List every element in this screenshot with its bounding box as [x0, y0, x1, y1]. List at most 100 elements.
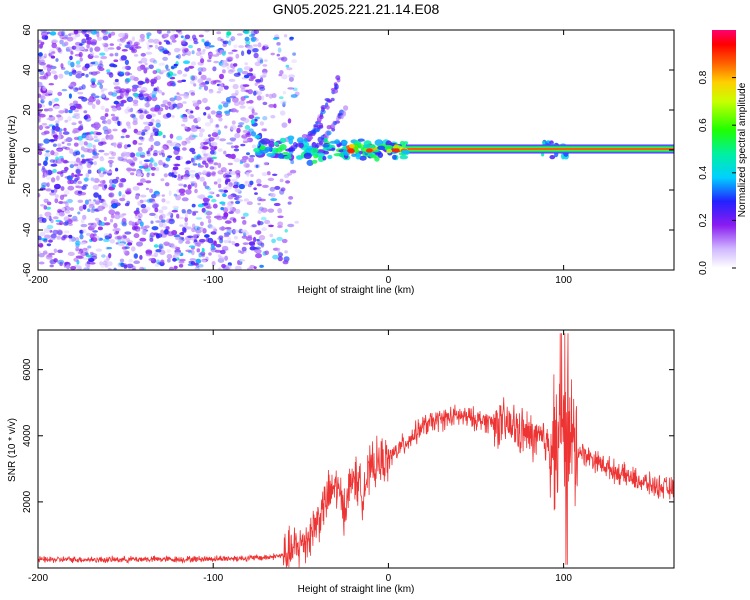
- spectrogram-noise-cell: [208, 252, 212, 256]
- spectrogram-noise-cell: [102, 171, 107, 175]
- spectrogram-noise-cell: [116, 46, 121, 51]
- spectrogram-noise-cell: [232, 184, 239, 189]
- spectrogram-noise-cell: [199, 55, 204, 59]
- spectrogram-noise-cell: [92, 184, 100, 191]
- spectrogram-noise-cell: [79, 229, 84, 234]
- spectrogram-noise-cell: [250, 75, 256, 80]
- spectrogram-noise-cell: [222, 207, 229, 213]
- spectrogram-noise-cell: [140, 194, 147, 198]
- spectrogram-noise-cell: [161, 219, 166, 223]
- spectrogram-noise-cell: [129, 152, 136, 158]
- spectrogram-noise-cell: [151, 118, 155, 124]
- spectrogram-noise-cell: [225, 97, 231, 103]
- spectrogram-noise-cell: [107, 47, 115, 50]
- spectrogram-noise-cell: [198, 252, 202, 258]
- spectrogram-noise-cell: [242, 155, 249, 160]
- spectrogram-noise-cell: [180, 123, 186, 127]
- spectrogram-noise-cell: [45, 254, 53, 260]
- spectrogram-noise-cell: [254, 61, 261, 67]
- spectrogram-noise-cell: [74, 114, 80, 120]
- spectrogram-noise-cell: [85, 36, 92, 41]
- spectrogram-noise-cell: [134, 253, 138, 259]
- spectrogram-noise-cell: [64, 109, 69, 114]
- spectrogram-noise-cell: [133, 260, 140, 265]
- spectrogram-noise-cell: [158, 62, 166, 66]
- spectrogram-noise-cell: [144, 62, 148, 66]
- spectrogram-noise-cell: [272, 254, 279, 260]
- spectrogram-noise-cell: [69, 55, 73, 61]
- spectrogram-noise-cell: [103, 259, 109, 263]
- spectrogram-noise-cell: [180, 40, 186, 45]
- spectrogram-noise-cell: [55, 120, 60, 124]
- spectrogram-noise-cell: [84, 251, 89, 256]
- spectrogram-noise-cell: [116, 235, 123, 240]
- spectrogram-noise-cell: [270, 193, 276, 198]
- spectrogram-noise-cell: [200, 259, 207, 263]
- spectrogram-noise-cell: [131, 168, 137, 172]
- spectrogram-noise-cell: [121, 151, 128, 156]
- spectrogram-noise-cell: [56, 114, 62, 118]
- spectrogram-noise-cell: [255, 253, 262, 259]
- spectrogram-marks: [38, 30, 674, 270]
- spectrogram-noise-cell: [234, 243, 240, 247]
- spectrogram-noise-cell: [164, 228, 169, 235]
- spectrogram-y-tick-label: 0: [22, 147, 33, 153]
- spectrogram-noise-cell: [239, 161, 244, 164]
- spectrogram-noise-cell: [146, 114, 152, 120]
- spectrogram-noise-cell: [162, 99, 169, 105]
- spectrogram-noise-cell: [40, 99, 45, 104]
- spectrogram-noise-cell: [98, 149, 105, 153]
- spectrogram-noise-cell: [133, 233, 140, 239]
- spectrogram-noise-cell: [63, 41, 69, 46]
- spectrogram-noise-cell: [204, 30, 210, 33]
- spectrogram-noise-cell: [261, 207, 268, 213]
- spectrogram-noise-cell: [93, 135, 98, 139]
- spectrogram-noise-cell: [160, 149, 165, 155]
- spectrogram-noise-cell: [38, 218, 42, 223]
- snr-series-line: [38, 333, 674, 568]
- spectrogram-noise-cell: [176, 92, 180, 95]
- spectrogram-noise-cell: [50, 233, 57, 239]
- spectrogram-noise-cell: [55, 126, 61, 132]
- spectrogram-noise-cell: [247, 89, 253, 95]
- spectrogram-noise-cell: [119, 215, 125, 219]
- spectrogram-noise-cell: [209, 150, 215, 155]
- spectrogram-noise-cell: [78, 205, 84, 212]
- spectrogram-noise-cell: [249, 180, 254, 186]
- spectrogram-noise-cell: [169, 133, 174, 139]
- spectrogram-noise-cell: [145, 78, 150, 84]
- spectrogram-noise-cell: [277, 249, 281, 254]
- spectrogram-noise-cell: [137, 146, 143, 153]
- spectrogram-noise-cell: [223, 189, 228, 193]
- spectrogram-x-tick-label: 100: [555, 275, 572, 286]
- spectrogram-noise-cell: [98, 183, 105, 187]
- spectrogram-noise-cell: [193, 83, 197, 87]
- spectrogram-noise-cell: [171, 172, 175, 178]
- spectrogram-noise-cell: [74, 33, 81, 38]
- spectrogram-noise-cell: [230, 108, 237, 113]
- spectrogram-noise-cell: [124, 71, 130, 76]
- spectrogram-noise-cell: [175, 236, 182, 241]
- spectrogram-noise-cell: [219, 237, 223, 241]
- spectrogram-noise-cell: [126, 167, 133, 172]
- spectrogram-noise-cell: [263, 161, 269, 166]
- spectrogram-noise-cell: [139, 64, 146, 70]
- spectrogram-blob-cell: [254, 134, 261, 139]
- spectrogram-noise-cell: [217, 254, 222, 258]
- spectrogram-noise-cell: [138, 90, 146, 93]
- spectrogram-noise-cell: [140, 204, 147, 209]
- spectrogram-noise-cell: [172, 205, 179, 209]
- spectrogram-noise-cell: [241, 216, 246, 220]
- spectrogram-noise-cell: [131, 36, 135, 42]
- spectrogram-noise-cell: [168, 218, 175, 225]
- spectrogram-noise-cell: [126, 263, 134, 269]
- spectrogram-noise-cell: [185, 189, 192, 195]
- spectrogram-noise-cell: [161, 219, 166, 223]
- spectrogram-noise-cell: [199, 128, 205, 133]
- spectrogram-noise-cell: [211, 132, 219, 138]
- spectrogram-noise-cell: [166, 112, 172, 118]
- spectrogram-noise-cell: [233, 181, 239, 187]
- spectrogram-noise-cell: [91, 103, 96, 109]
- spectrogram-noise-cell: [89, 51, 95, 56]
- spectrogram-noise-cell: [71, 219, 79, 222]
